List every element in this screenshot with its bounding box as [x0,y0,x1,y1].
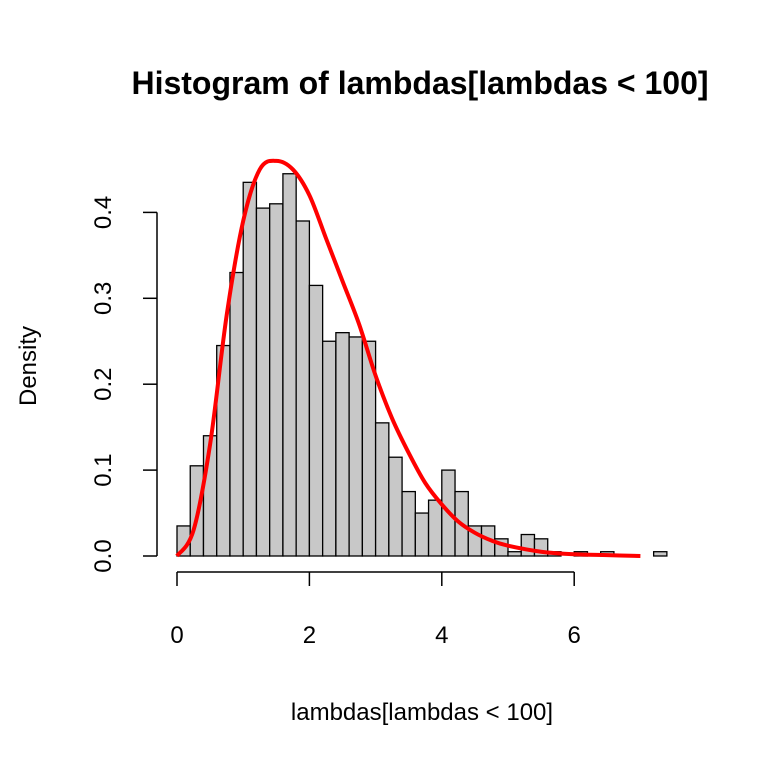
histogram-bar [308,284,324,557]
histogram-bar [282,173,297,557]
histogram-bar [414,512,430,557]
x-axis: 0 2 4 6 [170,571,581,649]
y-axis-label: Density [15,326,42,406]
y-tick-label: 0.2 [90,368,117,401]
y-tick-label: 0.3 [90,282,117,315]
histogram-bar [242,181,258,557]
y-tick-label: 0.0 [90,539,117,572]
x-tick-label: 4 [435,622,448,649]
histogram-bar [388,456,403,557]
y-tick-label: 0.4 [90,196,117,229]
x-axis-label: lambdas[lambdas < 100] [291,699,553,726]
x-tick-label: 6 [568,622,581,649]
density-curve [175,158,641,558]
histogram-bar [374,422,390,557]
histogram-bars [176,173,668,557]
histogram-bar [401,490,416,557]
x-tick-label: 0 [170,622,183,649]
histogram-bar [269,203,284,557]
histogram-bar [348,336,364,557]
histogram-bar [229,271,244,557]
histogram-bar [427,499,443,557]
chart-title: Histogram of lambdas[lambdas < 100] [131,65,708,101]
histogram-bar [652,551,668,557]
histogram-bar [520,533,536,557]
histogram-bar [335,332,350,557]
histogram-bar [255,207,271,557]
histogram-bar [295,220,311,557]
histogram-bar [507,551,522,557]
histogram-bar [321,340,337,557]
y-tick-label: 0.1 [90,453,117,486]
x-tick-label: 2 [303,622,316,649]
y-axis: 0.0 0.1 0.2 0.3 0.4 [90,196,158,573]
